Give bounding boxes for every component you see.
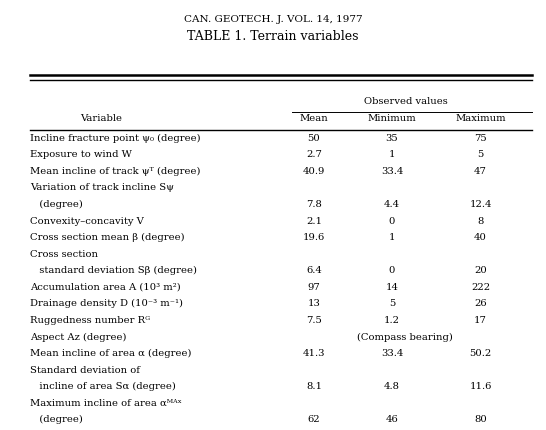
Text: 7.5: 7.5 <box>306 316 322 325</box>
Text: 26: 26 <box>474 299 487 308</box>
Text: 20: 20 <box>474 266 487 275</box>
Text: Mean incline of area α (degree): Mean incline of area α (degree) <box>30 349 192 358</box>
Text: 6.4: 6.4 <box>306 266 322 275</box>
Text: 2.1: 2.1 <box>306 217 322 225</box>
Text: 40.9: 40.9 <box>303 167 325 176</box>
Text: 35: 35 <box>385 134 399 143</box>
Text: 4.8: 4.8 <box>384 382 400 391</box>
Text: 8: 8 <box>477 217 484 225</box>
Text: Standard deviation of: Standard deviation of <box>30 366 140 375</box>
Text: 7.8: 7.8 <box>306 200 322 209</box>
Text: Incline fracture point ψ₀ (degree): Incline fracture point ψ₀ (degree) <box>30 134 201 143</box>
Text: 0: 0 <box>389 266 395 275</box>
Text: 0: 0 <box>389 217 395 225</box>
Text: Mean incline of track ψᵀ (degree): Mean incline of track ψᵀ (degree) <box>30 167 200 176</box>
Text: Cross section mean β (degree): Cross section mean β (degree) <box>30 233 185 242</box>
Text: CAN. GEOTECH. J. VOL. 14, 1977: CAN. GEOTECH. J. VOL. 14, 1977 <box>183 15 363 24</box>
Text: Maximum incline of area αᴹᴬˣ: Maximum incline of area αᴹᴬˣ <box>30 399 182 408</box>
Text: 11.6: 11.6 <box>470 382 491 391</box>
Text: 33.4: 33.4 <box>381 167 403 176</box>
Text: 97: 97 <box>307 283 321 292</box>
Text: 80: 80 <box>474 415 487 424</box>
Text: 4.4: 4.4 <box>384 200 400 209</box>
Text: Maximum: Maximum <box>455 114 506 123</box>
Text: 46: 46 <box>385 415 399 424</box>
Text: 14: 14 <box>385 283 399 292</box>
Text: 5: 5 <box>389 299 395 308</box>
Text: 222: 222 <box>471 283 490 292</box>
Text: Drainage density D (10⁻³ m⁻¹): Drainage density D (10⁻³ m⁻¹) <box>30 299 183 308</box>
Text: Variable: Variable <box>80 114 122 123</box>
Text: 13: 13 <box>307 299 321 308</box>
Text: 41.3: 41.3 <box>302 349 325 358</box>
Text: standard deviation Sβ (degree): standard deviation Sβ (degree) <box>30 266 197 275</box>
Text: Cross section: Cross section <box>30 250 98 258</box>
Text: (degree): (degree) <box>30 200 83 209</box>
Text: incline of area Sα (degree): incline of area Sα (degree) <box>30 382 176 391</box>
Text: 50.2: 50.2 <box>470 349 491 358</box>
Text: (degree): (degree) <box>30 415 83 424</box>
Text: Mean: Mean <box>300 114 328 123</box>
Text: 62: 62 <box>307 415 321 424</box>
Text: Accumulation area A (10³ m²): Accumulation area A (10³ m²) <box>30 283 181 292</box>
Text: 8.1: 8.1 <box>306 382 322 391</box>
Text: 17: 17 <box>474 316 487 325</box>
Text: Exposure to wind W: Exposure to wind W <box>30 150 132 159</box>
Text: Convexity–concavity V: Convexity–concavity V <box>30 217 144 225</box>
Text: 1: 1 <box>389 150 395 159</box>
Text: 1.2: 1.2 <box>384 316 400 325</box>
Text: (Compass bearing): (Compass bearing) <box>358 332 453 341</box>
Text: 1: 1 <box>389 233 395 242</box>
Text: Observed values: Observed values <box>364 97 447 106</box>
Text: Minimum: Minimum <box>367 114 417 123</box>
Text: Aspect Aᴢ (degree): Aspect Aᴢ (degree) <box>30 332 127 341</box>
Text: Variation of track incline Sψ: Variation of track incline Sψ <box>30 184 174 192</box>
Text: 47: 47 <box>474 167 487 176</box>
Text: 33.4: 33.4 <box>381 349 403 358</box>
Text: 75: 75 <box>474 134 487 143</box>
Text: 50: 50 <box>307 134 321 143</box>
Text: TABLE 1. Terrain variables: TABLE 1. Terrain variables <box>187 30 359 43</box>
Text: 12.4: 12.4 <box>469 200 492 209</box>
Text: 40: 40 <box>474 233 487 242</box>
Text: Ruggedness number Rᴳ: Ruggedness number Rᴳ <box>30 316 150 325</box>
Text: 2.7: 2.7 <box>306 150 322 159</box>
Text: 5: 5 <box>477 150 484 159</box>
Text: 19.6: 19.6 <box>303 233 325 242</box>
